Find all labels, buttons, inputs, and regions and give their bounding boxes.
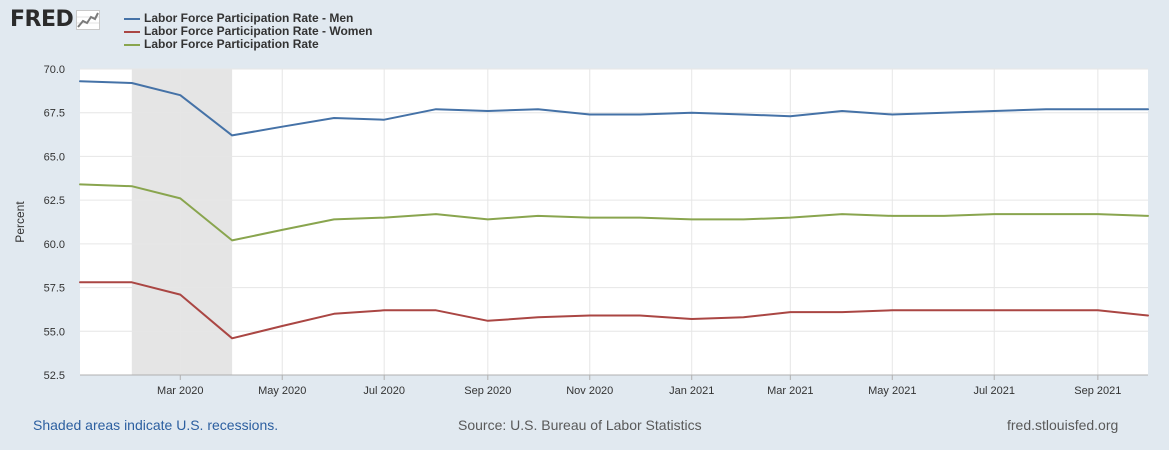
chart-legend: Labor Force Participation Rate - Men Lab… [124, 12, 372, 51]
y-tick-label: 57.5 [44, 283, 65, 295]
y-tick-label: 70.0 [44, 64, 65, 76]
recession-shading [131, 69, 233, 375]
x-tick-label: Sep 2021 [1074, 385, 1121, 397]
legend-item-total[interactable]: Labor Force Participation Rate [124, 38, 372, 51]
line-chart[interactable]: 52.5 55.0 57.5 60.0 62.5 65.0 67.5 70.0 Mar 2020… [0, 0, 1169, 410]
series-line-1[interactable] [79, 281, 1149, 340]
legend-label-total: Labor Force Participation Rate [144, 37, 319, 51]
trend-graph-icon [76, 10, 101, 30]
source-note: Source: U.S. Bureau of Labor Statistics [458, 417, 702, 433]
plot-area [80, 69, 1148, 375]
x-tick-label: Sep 2020 [464, 385, 511, 397]
x-tick-label: Jul 2021 [973, 385, 1015, 397]
legend-swatch-men [124, 17, 140, 20]
legend-item-women[interactable]: Labor Force Participation Rate - Women [124, 25, 372, 38]
y-axis-title: Percent [13, 201, 27, 243]
legend-swatch-total [124, 43, 140, 46]
y-tick-label: 65.0 [44, 151, 65, 163]
fred-logo[interactable]: FRED [10, 7, 101, 33]
y-tick-label: 67.5 [44, 108, 65, 120]
legend-item-men[interactable]: Labor Force Participation Rate - Men [124, 12, 372, 25]
legend-label-men: Labor Force Participation Rate - Men [144, 11, 354, 25]
recession-note: Shaded areas indicate U.S. recessions. [33, 417, 279, 433]
y-tick-label: 60.0 [44, 239, 65, 251]
x-tick-label: Mar 2021 [767, 385, 813, 397]
y-tick-label: 62.5 [44, 195, 65, 207]
site-url[interactable]: fred.stlouisfed.org [1007, 417, 1119, 433]
x-tick-label: Jan 2021 [669, 385, 714, 397]
series-line-0[interactable] [79, 80, 1149, 137]
x-tick-label: May 2020 [258, 385, 306, 397]
y-tick-label: 52.5 [44, 370, 65, 382]
x-tick-label: May 2021 [868, 385, 916, 397]
logo-text: FRED [10, 7, 74, 32]
x-tick-label: Mar 2020 [157, 385, 203, 397]
series-line-2[interactable] [79, 183, 1149, 242]
legend-label-women: Labor Force Participation Rate - Women [144, 24, 373, 38]
y-tick-label: 55.0 [44, 326, 65, 338]
x-tick-label: Jul 2020 [363, 385, 405, 397]
x-tick-label: Nov 2020 [566, 385, 613, 397]
legend-swatch-women [124, 30, 140, 33]
